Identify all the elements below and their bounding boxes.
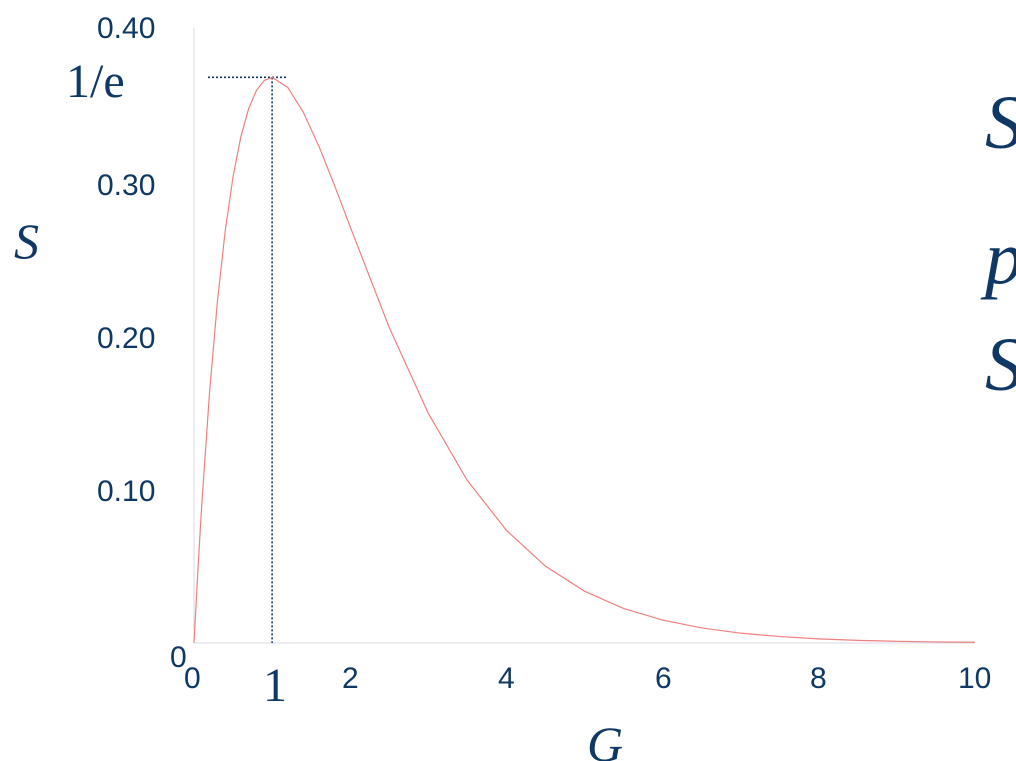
y-tick-labels: 0.40 0.30 0.20 0.10 0	[97, 12, 187, 674]
side-text: S	[985, 81, 1016, 165]
x-tick-label: 4	[498, 662, 515, 695]
y-axis-title: S	[14, 213, 39, 269]
peak-x-label: 1	[263, 659, 287, 712]
y-tick-label: 0.40	[97, 12, 155, 45]
x-tick-label: 2	[342, 662, 359, 695]
y-tick-label: 0.30	[97, 169, 155, 202]
y-tick-label: 0.10	[97, 475, 155, 508]
x-tick-label: 6	[655, 662, 672, 695]
curve-layer	[193, 76, 976, 644]
peak-y-label: 1/e	[66, 55, 125, 108]
side-formula: S p S	[980, 81, 1016, 407]
side-text: p	[980, 216, 1016, 300]
x-tick-label: 8	[810, 662, 827, 695]
x-tick-label: 10	[958, 662, 991, 695]
side-text: S	[985, 323, 1016, 407]
y-tick-label: 0.20	[97, 322, 155, 355]
x-axis-title: G	[587, 716, 623, 761]
axes	[193, 28, 975, 644]
peak-guides	[208, 76, 288, 643]
x-tick-labels: 0 2 4 6 8 10	[184, 662, 991, 695]
x-tick-label: 0	[184, 662, 201, 695]
y-tick-label: 0	[170, 641, 187, 674]
series-line	[193, 76, 976, 644]
